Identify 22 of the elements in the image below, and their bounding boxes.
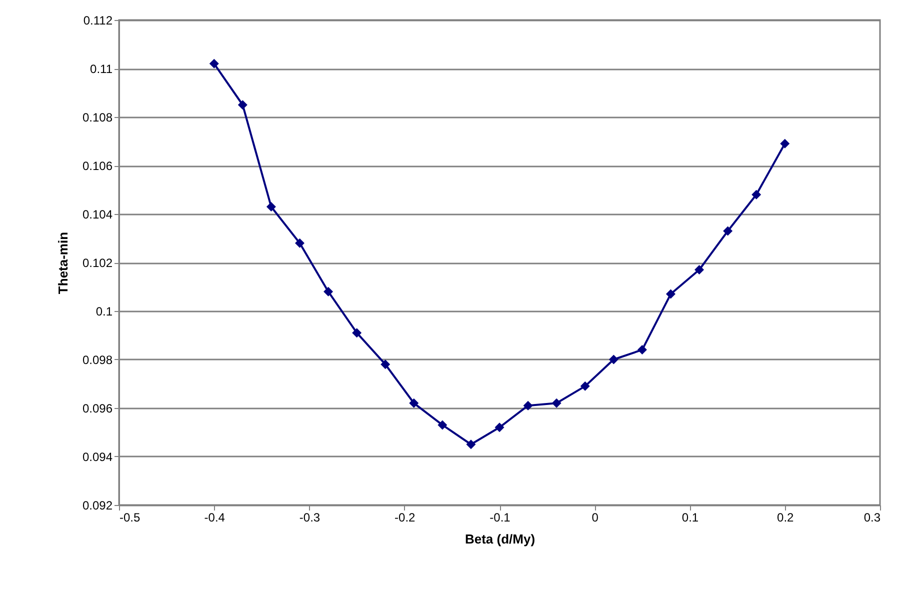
x-tick-label: -0.2 — [394, 510, 416, 524]
x-tick-label: -0.1 — [490, 510, 511, 524]
x-tick-label: 0.1 — [682, 510, 699, 524]
x-tick-label: 0 — [592, 510, 599, 524]
y-tick-label: 0.108 — [82, 110, 113, 124]
y-tick-label: 0.098 — [82, 353, 113, 367]
y-tick-label: 0.112 — [83, 14, 113, 28]
x-tick-label: 0.2 — [777, 510, 794, 524]
y-tick-label: 0.104 — [82, 208, 113, 222]
y-tick-label: 0.1 — [96, 304, 113, 318]
y-tick-label: 0.094 — [82, 450, 113, 464]
y-tick-label: 0.11 — [90, 62, 113, 76]
y-tick-label: 0.102 — [82, 256, 113, 270]
x-tick-label: -0.4 — [204, 510, 226, 524]
x-axis-title: Beta (d/My) — [464, 532, 536, 546]
y-axis-title: Theta-min — [55, 232, 70, 294]
x-tick-label: -0.3 — [299, 510, 320, 524]
x-tick-label: 0.3 — [864, 510, 881, 524]
x-tick-label: -0.5 — [120, 510, 141, 524]
y-tick-label: 0.092 — [82, 498, 113, 512]
y-tick-label: 0.106 — [82, 159, 113, 173]
y-tick-label: 0.096 — [82, 402, 113, 416]
